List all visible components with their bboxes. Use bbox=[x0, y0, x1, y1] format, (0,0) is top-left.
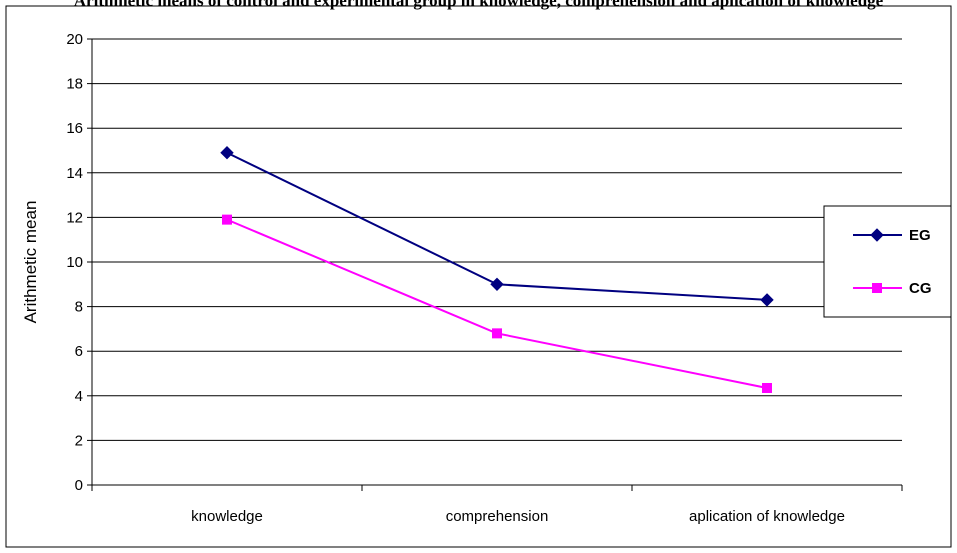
data-point-eg bbox=[220, 146, 234, 160]
data-point-eg bbox=[490, 277, 504, 292]
x-tick-label: comprehension bbox=[446, 508, 549, 525]
y-axis-label: Arithmetic mean bbox=[21, 201, 40, 324]
y-tick-label: 12 bbox=[66, 209, 83, 226]
data-point-cg bbox=[492, 328, 502, 339]
y-tick-label: 10 bbox=[66, 254, 83, 271]
x-tick-label: knowledge bbox=[191, 508, 263, 525]
legend-marker-eg bbox=[870, 228, 884, 242]
chart-border bbox=[5, 5, 952, 548]
y-tick-label: 6 bbox=[75, 343, 83, 360]
legend-box bbox=[823, 205, 952, 318]
legend-marker-cg bbox=[872, 283, 882, 293]
y-tick-label: 20 bbox=[66, 31, 83, 48]
data-point-eg bbox=[760, 293, 774, 307]
y-tick-label: 0 bbox=[75, 477, 83, 494]
series-line-cg bbox=[226, 218, 768, 389]
y-tick-label: 18 bbox=[66, 76, 83, 93]
chart-caption-partial: Arithmetic means of control and experime… bbox=[73, 0, 884, 10]
data-point-cg bbox=[222, 214, 232, 225]
y-tick-label: 2 bbox=[75, 432, 83, 449]
y-tick-label: 8 bbox=[75, 299, 83, 316]
data-point-cg bbox=[762, 382, 772, 393]
legend-label-cg: CG bbox=[909, 280, 932, 297]
legend-label-eg: EG bbox=[909, 227, 931, 244]
y-tick-label: 16 bbox=[66, 120, 83, 137]
y-tick-label: 4 bbox=[75, 388, 83, 405]
y-tick-label: 14 bbox=[66, 165, 83, 182]
x-tick-label: aplication of knowledge bbox=[689, 508, 845, 525]
